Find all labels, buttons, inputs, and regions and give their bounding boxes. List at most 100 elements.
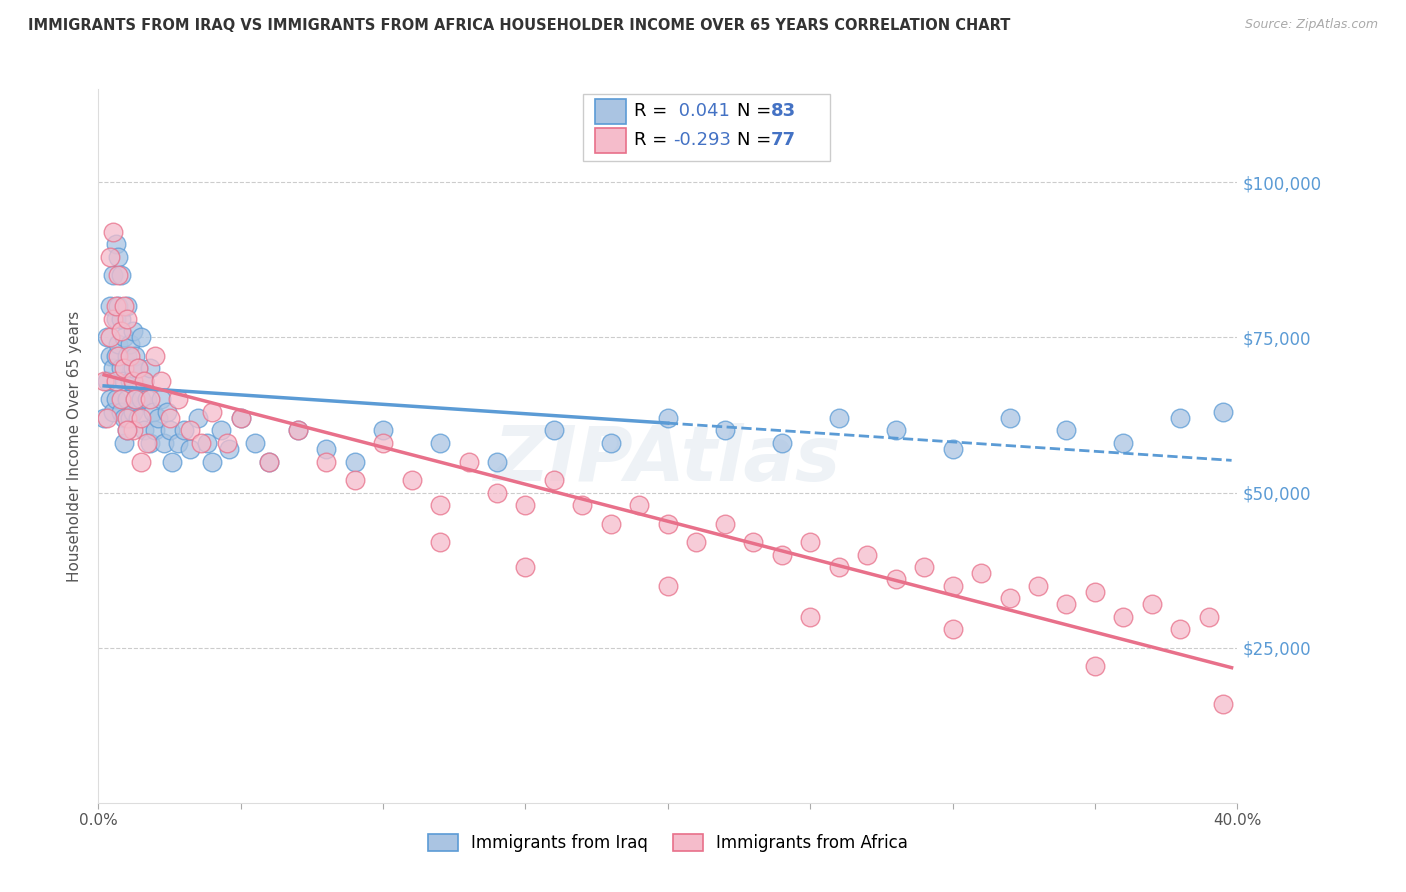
Point [998, 591, 1021, 605]
Point [118, 349, 141, 363]
Point [429, 436, 451, 450]
Point [129, 392, 152, 407]
Point [141, 405, 163, 419]
Point [115, 424, 138, 438]
Point [167, 436, 190, 450]
Point [145, 424, 167, 438]
Point [685, 535, 707, 549]
Point [799, 535, 821, 549]
Point [229, 411, 252, 425]
Point [110, 361, 132, 376]
Point [218, 442, 240, 456]
Point [714, 516, 737, 531]
Point [118, 336, 141, 351]
Point [115, 311, 138, 326]
Point [179, 424, 201, 438]
Point [229, 411, 252, 425]
Text: 83: 83 [770, 103, 796, 120]
Point [101, 311, 124, 326]
Text: Source: ZipAtlas.com: Source: ZipAtlas.com [1244, 18, 1378, 31]
Point [1056, 424, 1078, 438]
Point [115, 424, 138, 438]
Point [201, 405, 224, 419]
Point [600, 516, 623, 531]
Point [127, 361, 149, 376]
Point [107, 299, 129, 313]
Point [429, 535, 451, 549]
Point [96, 374, 118, 388]
Point [742, 535, 765, 549]
Point [135, 392, 157, 407]
Point [96, 411, 118, 425]
Point [1212, 697, 1234, 711]
Point [215, 436, 238, 450]
Point [373, 436, 395, 450]
Point [156, 405, 179, 419]
Point [138, 436, 160, 450]
Text: 77: 77 [770, 131, 796, 149]
Point [486, 485, 509, 500]
Point [98, 299, 121, 313]
Point [770, 436, 793, 450]
Point [115, 411, 138, 425]
Point [201, 454, 224, 468]
Point [98, 349, 121, 363]
Point [1026, 579, 1049, 593]
Point [259, 454, 281, 468]
Point [110, 311, 132, 326]
Point [628, 498, 651, 512]
Point [101, 225, 124, 239]
Point [104, 299, 127, 313]
Point [101, 405, 124, 419]
Point [112, 330, 135, 344]
Point [828, 411, 851, 425]
Point [129, 330, 152, 344]
Point [110, 405, 132, 419]
Point [770, 548, 793, 562]
Point [1140, 597, 1163, 611]
Point [1112, 436, 1135, 450]
Text: 0.041: 0.041 [673, 103, 730, 120]
Point [970, 566, 993, 581]
Point [1170, 622, 1192, 636]
Point [942, 579, 965, 593]
Legend: Immigrants from Iraq, Immigrants from Africa: Immigrants from Iraq, Immigrants from Af… [420, 827, 915, 859]
Point [1198, 609, 1220, 624]
Point [162, 454, 184, 468]
Text: IMMIGRANTS FROM IRAQ VS IMMIGRANTS FROM AFRICA HOUSEHOLDER INCOME OVER 65 YEARS : IMMIGRANTS FROM IRAQ VS IMMIGRANTS FROM … [28, 18, 1011, 33]
Point [486, 454, 509, 468]
Point [343, 454, 366, 468]
Point [127, 411, 149, 425]
Text: R =: R = [634, 131, 673, 149]
Point [115, 392, 138, 407]
Point [1112, 609, 1135, 624]
Point [159, 424, 181, 438]
Point [287, 424, 309, 438]
Point [714, 424, 737, 438]
Point [110, 392, 132, 407]
Point [828, 560, 851, 574]
Point [1212, 405, 1234, 419]
Point [187, 411, 209, 425]
Point [799, 609, 821, 624]
Point [173, 424, 195, 438]
Point [373, 424, 395, 438]
Point [98, 392, 121, 407]
Point [657, 411, 679, 425]
Point [121, 361, 143, 376]
Point [1056, 597, 1078, 611]
Point [259, 454, 281, 468]
Point [93, 411, 115, 425]
Point [150, 374, 173, 388]
Point [401, 473, 423, 487]
Point [190, 436, 212, 450]
Point [124, 392, 146, 407]
Point [112, 299, 135, 313]
Point [942, 442, 965, 456]
Point [515, 498, 537, 512]
Point [132, 424, 155, 438]
Point [150, 392, 173, 407]
Point [135, 436, 157, 450]
Point [148, 411, 170, 425]
Point [110, 268, 132, 283]
